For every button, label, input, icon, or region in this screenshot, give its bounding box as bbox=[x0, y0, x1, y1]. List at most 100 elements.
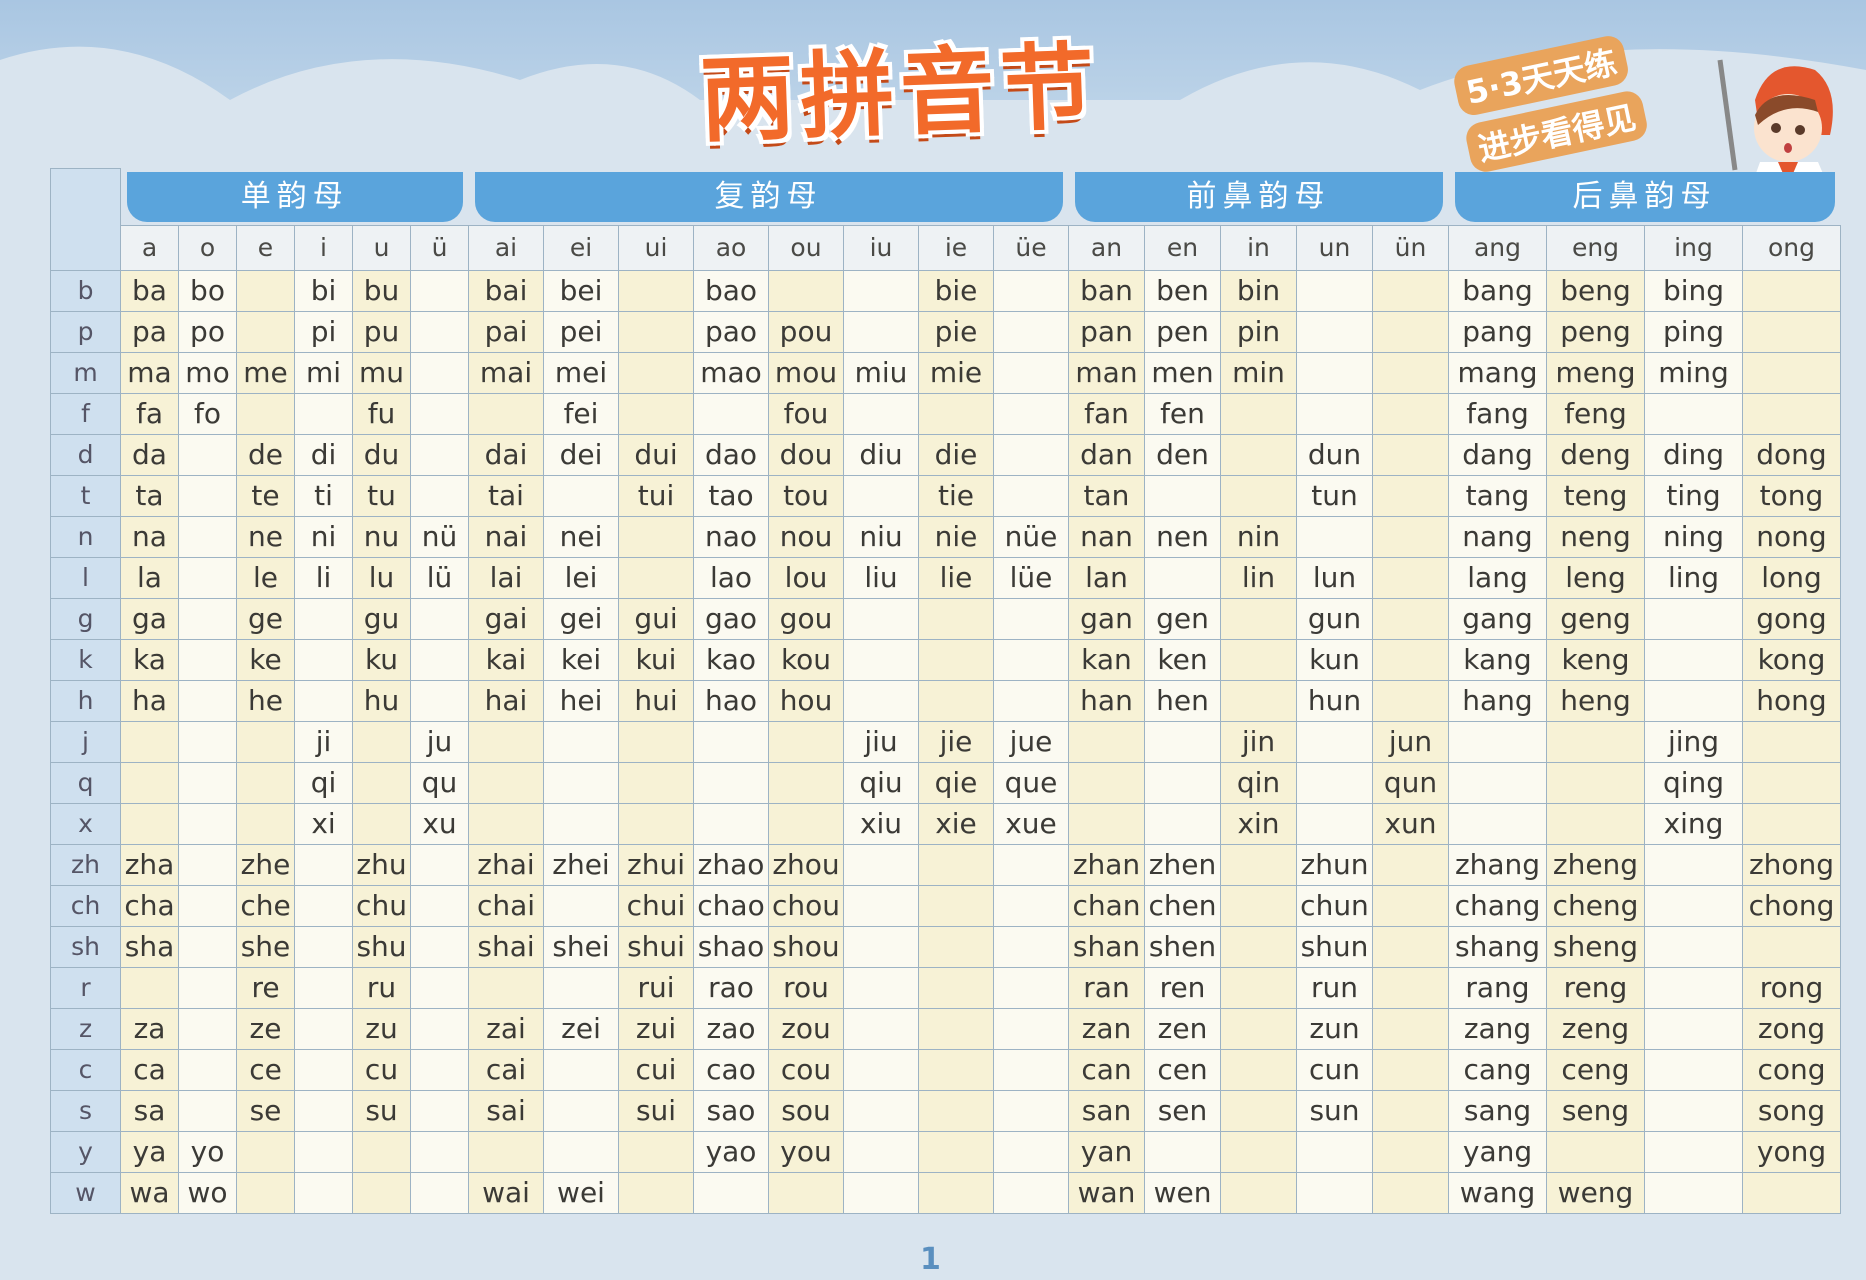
syllable-cell bbox=[543, 720, 619, 763]
syllable-cell: yan bbox=[1068, 1130, 1145, 1173]
syllable-cell bbox=[993, 1171, 1069, 1214]
syllable-cell: xun bbox=[1372, 802, 1449, 845]
syllable-cell: wang bbox=[1448, 1171, 1547, 1214]
syllable-cell: den bbox=[1144, 433, 1221, 476]
syllable-cell: rou bbox=[768, 966, 844, 1009]
syllable-cell: kan bbox=[1068, 638, 1145, 681]
syllable-cell: beng bbox=[1546, 269, 1645, 312]
syllable-cell bbox=[410, 925, 469, 968]
syllable-cell: nie bbox=[918, 515, 994, 558]
syllable-cell: long bbox=[1742, 556, 1841, 599]
syllable-cell: zhui bbox=[618, 843, 694, 886]
syllable-cell: lü bbox=[410, 556, 469, 599]
table-row: y ya yo yao you yan yang yong bbox=[50, 1130, 1841, 1173]
syllable-cell bbox=[1296, 392, 1373, 435]
syllable-cell bbox=[1220, 638, 1297, 681]
syllable-cell bbox=[1296, 1130, 1373, 1173]
syllable-cell: ce bbox=[236, 1048, 295, 1091]
syllable-cell: zong bbox=[1742, 1007, 1841, 1050]
syllable-cell: jun bbox=[1372, 720, 1449, 763]
syllable-cell: jiu bbox=[843, 720, 919, 763]
syllable-cell: she bbox=[236, 925, 295, 968]
syllable-cell bbox=[1644, 966, 1743, 1009]
syllable-cell: kei bbox=[543, 638, 619, 681]
syllable-cell bbox=[410, 269, 469, 312]
syllable-cell: wei bbox=[543, 1171, 619, 1214]
syllable-cell bbox=[543, 802, 619, 845]
syllable-cell bbox=[468, 720, 544, 763]
syllable-cell: chen bbox=[1144, 884, 1221, 927]
syllable-cell bbox=[1220, 884, 1297, 927]
initial-label: w bbox=[50, 1171, 121, 1214]
syllable-cell: xiu bbox=[843, 802, 919, 845]
syllable-cell bbox=[618, 1130, 694, 1173]
initial-label: r bbox=[50, 966, 121, 1009]
syllable-cell: shou bbox=[768, 925, 844, 968]
syllable-cell: qin bbox=[1220, 761, 1297, 804]
syllable-cell: reng bbox=[1546, 966, 1645, 1009]
initial-label: t bbox=[50, 474, 121, 517]
syllable-cell: que bbox=[993, 761, 1069, 804]
syllable-cell bbox=[1742, 761, 1841, 804]
syllable-cell bbox=[1220, 1171, 1297, 1214]
syllable-cell: cui bbox=[618, 1048, 694, 1091]
syllable-cell: kang bbox=[1448, 638, 1547, 681]
table-row: w wa wo wai wei wan wen wang weng bbox=[50, 1171, 1841, 1214]
syllable-cell: zhun bbox=[1296, 843, 1373, 886]
syllable-cell: xie bbox=[918, 802, 994, 845]
syllable-cell: qing bbox=[1644, 761, 1743, 804]
syllable-cell bbox=[543, 474, 619, 517]
syllable-cell: geng bbox=[1546, 597, 1645, 640]
syllable-cell: song bbox=[1742, 1089, 1841, 1132]
syllable-cell: sun bbox=[1296, 1089, 1373, 1132]
syllable-cell: ken bbox=[1144, 638, 1221, 681]
syllable-cell: pang bbox=[1448, 310, 1547, 353]
syllable-cell bbox=[543, 1048, 619, 1091]
syllable-cell: tong bbox=[1742, 474, 1841, 517]
syllable-cell bbox=[294, 638, 353, 681]
syllable-cell: leng bbox=[1546, 556, 1645, 599]
syllable-cell: sa bbox=[120, 1089, 179, 1132]
syllable-cell bbox=[236, 761, 295, 804]
syllable-cell bbox=[410, 1007, 469, 1050]
syllable-cell: ting bbox=[1644, 474, 1743, 517]
syllable-cell bbox=[1372, 310, 1449, 353]
syllable-cell: xin bbox=[1220, 802, 1297, 845]
syllable-cell: gui bbox=[618, 597, 694, 640]
syllable-cell: le bbox=[236, 556, 295, 599]
syllable-cell bbox=[1144, 1130, 1221, 1173]
syllable-cell: zeng bbox=[1546, 1007, 1645, 1050]
syllable-cell bbox=[993, 1130, 1069, 1173]
final-header: ui bbox=[618, 224, 694, 271]
syllable-cell: dun bbox=[1296, 433, 1373, 476]
syllable-cell bbox=[1372, 556, 1449, 599]
syllable-cell: cu bbox=[352, 1048, 411, 1091]
table-row: k ka ke ku kai kei kui kao kou kan ken kun kang keng k… bbox=[50, 638, 1841, 681]
syllable-cell: sang bbox=[1448, 1089, 1547, 1132]
syllable-cell: chu bbox=[352, 884, 411, 927]
syllable-cell bbox=[918, 925, 994, 968]
syllable-cell bbox=[294, 925, 353, 968]
syllable-cell bbox=[918, 1171, 994, 1214]
final-group-label: 单韵母 bbox=[127, 171, 463, 222]
initial-label: y bbox=[50, 1130, 121, 1173]
syllable-cell: kun bbox=[1296, 638, 1373, 681]
syllable-cell: nüe bbox=[993, 515, 1069, 558]
syllable-cell bbox=[843, 1089, 919, 1132]
syllable-cell bbox=[410, 351, 469, 394]
final-group-header: 单韵母 bbox=[121, 169, 469, 226]
syllable-cell: bing bbox=[1644, 269, 1743, 312]
syllable-cell: qiu bbox=[843, 761, 919, 804]
syllable-cell: ren bbox=[1144, 966, 1221, 1009]
syllable-cell: pa bbox=[120, 310, 179, 353]
table-row: zh zha zhe zhu zhai zhei zhui zhao zhou zhan zhen z… bbox=[50, 843, 1841, 886]
syllable-cell: kong bbox=[1742, 638, 1841, 681]
syllable-cell: zhe bbox=[236, 843, 295, 886]
syllable-cell: neng bbox=[1546, 515, 1645, 558]
syllable-cell: na bbox=[120, 515, 179, 558]
syllable-cell bbox=[693, 761, 769, 804]
syllable-cell: ka bbox=[120, 638, 179, 681]
syllable-cell bbox=[410, 843, 469, 886]
initial-label: p bbox=[50, 310, 121, 353]
syllable-cell bbox=[410, 1130, 469, 1173]
